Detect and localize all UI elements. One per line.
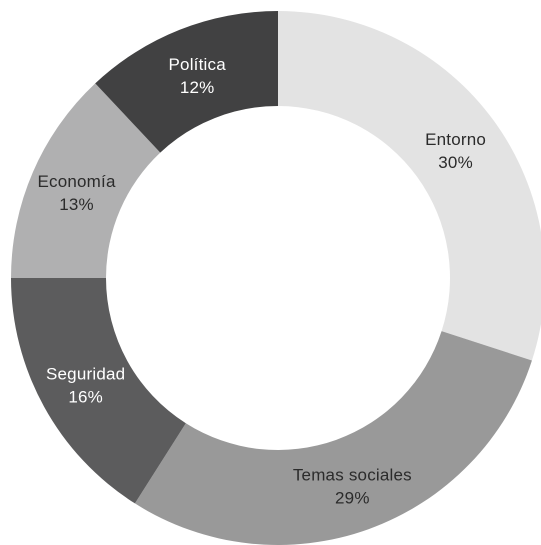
slice-value-entorno: 30% <box>438 153 473 172</box>
slice-value-politica: 12% <box>180 78 215 97</box>
slice-seguridad <box>11 278 186 504</box>
chart-slices <box>11 11 541 545</box>
chart-labels: Entorno 30% Temas sociales 29% Seguridad 16% E… <box>37 55 486 508</box>
slice-value-temas-sociales: 29% <box>335 489 370 508</box>
slice-value-economia: 13% <box>59 195 94 214</box>
slice-label-seguridad: Seguridad <box>46 365 125 384</box>
slice-entorno <box>278 11 541 361</box>
slice-economia <box>11 83 161 278</box>
slice-politica <box>95 11 278 153</box>
slice-label-entorno: Entorno <box>425 130 486 149</box>
slice-temas-sociales <box>134 331 532 545</box>
slice-value-seguridad: 16% <box>68 388 103 407</box>
slice-label-politica: Política <box>169 55 227 74</box>
slice-label-temas-sociales: Temas sociales <box>293 466 412 485</box>
slice-label-economia: Economía <box>37 172 115 191</box>
